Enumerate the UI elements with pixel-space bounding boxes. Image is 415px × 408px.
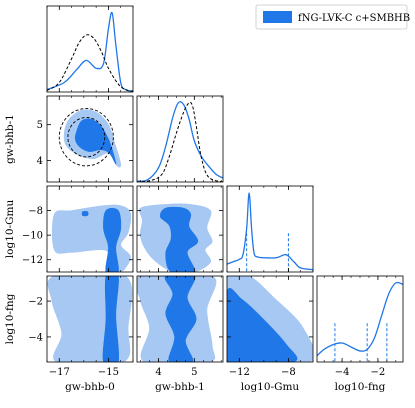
- marginal-posterior-curve: [317, 281, 403, 357]
- legend-label: fNG-LVK-C c+SMBHB: [298, 13, 410, 24]
- x-tick-label: −4: [335, 367, 350, 378]
- marginal-posterior-curve: [137, 101, 223, 182]
- panel-frame: [136, 275, 224, 363]
- panel-frame: [136, 185, 224, 273]
- panel-frame: [316, 275, 404, 363]
- y-axis-label: log10-fng: [4, 293, 16, 344]
- panel-frame: [46, 5, 134, 93]
- contour-68-region: [159, 206, 199, 272]
- contour-95-region: [47, 276, 133, 362]
- panel-frame: [226, 185, 314, 273]
- x-tick-label: −2: [371, 367, 386, 378]
- x-tick-label: 5: [191, 367, 197, 378]
- y-tick-label: −12: [22, 255, 43, 266]
- x-axis-label: gw-bhb-1: [155, 381, 205, 393]
- contour-68-region: [164, 276, 197, 362]
- panel-frame: [226, 275, 314, 363]
- y-axis-label: log10-Gmu: [4, 200, 16, 259]
- marginal-posterior-curve: [47, 11, 133, 92]
- y-tick-label: −10: [22, 231, 43, 242]
- y-tick-label: −4: [28, 332, 43, 343]
- contour-68-region: [102, 276, 120, 362]
- y-tick-label: −8: [28, 206, 43, 217]
- x-tick-label: −17: [49, 367, 70, 378]
- y-axis-label: gw-bhb-1: [4, 114, 16, 164]
- reference-contour: [58, 108, 114, 167]
- x-axis-label: log10-fng: [335, 381, 386, 393]
- marginal-posterior-curve: [227, 192, 313, 271]
- contour-68-region: [74, 118, 117, 165]
- panel-frame: [46, 185, 134, 273]
- contour-68-region: [227, 287, 298, 362]
- chart-legend: fNG-LVK-C c+SMBHB: [255, 4, 410, 30]
- panel-frame: [136, 95, 224, 183]
- y-tick-label: 4: [37, 156, 43, 167]
- reference-contour: [67, 117, 106, 158]
- contour-68-region: [81, 211, 89, 217]
- panel-frame: [46, 275, 134, 363]
- legend-swatch: [263, 11, 292, 23]
- x-tick-label: −8: [281, 367, 296, 378]
- x-tick-label: 4: [155, 367, 161, 378]
- x-tick-label: −15: [98, 367, 119, 378]
- marginal-reference-curve: [137, 101, 223, 182]
- x-tick-label: −12: [229, 367, 250, 378]
- y-tick-label: −2: [28, 297, 43, 308]
- contour-68-region: [103, 207, 122, 272]
- legend-frame: [255, 4, 408, 30]
- y-tick-label: 5: [37, 120, 43, 131]
- panel-frame: [46, 95, 134, 183]
- x-axis-label: log10-Gmu: [241, 381, 300, 393]
- x-axis-label: gw-bhb-0: [65, 381, 115, 393]
